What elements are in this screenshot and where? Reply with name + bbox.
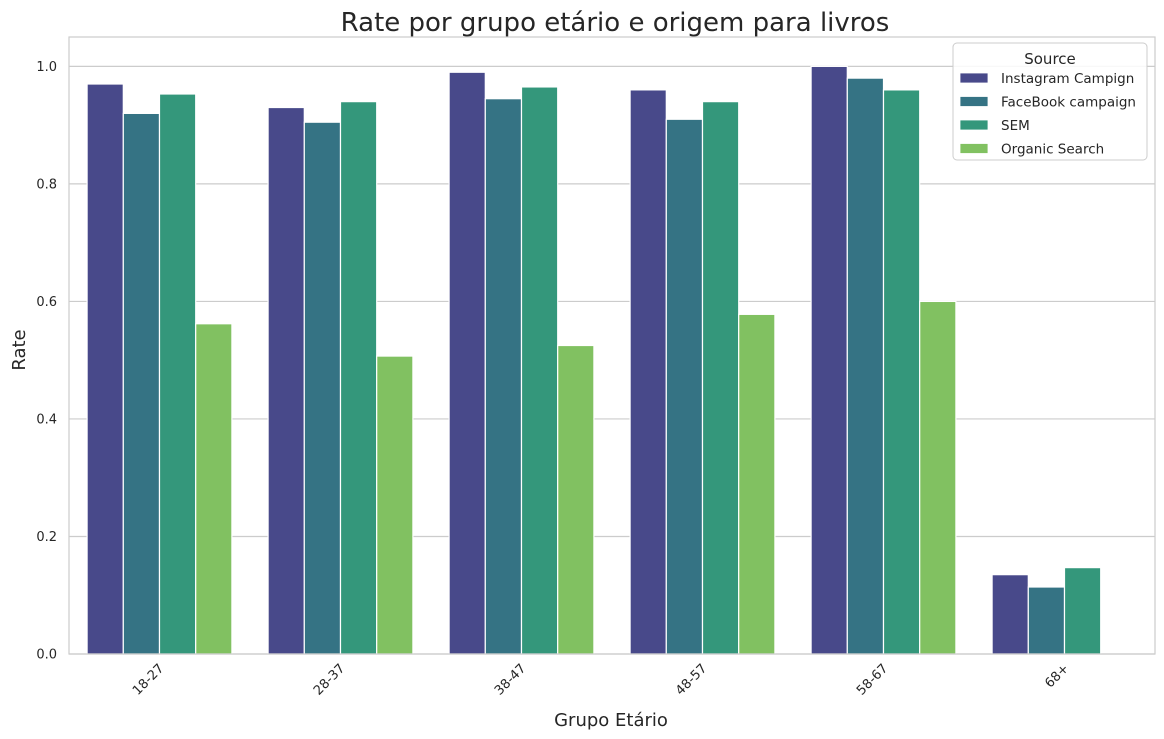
x-tick-label: 18-27 [130,661,167,698]
legend-title: Source [1024,50,1076,68]
bar [484,98,523,655]
chart-title: Rate por grupo etário e origem para livr… [341,8,890,38]
bar [629,89,667,655]
y-tick-labels: 0.0 0.2 0.4 0.6 0.8 1.0 [36,60,57,663]
y-axis-label: Rate [9,329,30,370]
y-tick-label: 0.6 [36,295,57,310]
plot-frame [68,36,1156,655]
x-tick-label: 38-47 [492,661,529,698]
bar [919,300,957,655]
legend-swatch [959,119,989,131]
legend-label: Organic Search [1001,142,1104,158]
x-tick-label: 48-57 [673,661,710,698]
legend-swatch [959,96,989,107]
legend-label: Instagram Campign [1001,71,1134,87]
bar [738,313,776,655]
bar [122,112,161,655]
bar [86,83,124,655]
x-tick-label: 28-37 [311,661,348,698]
bar [810,65,848,655]
legend-label: FaceBook campaign [1001,95,1136,111]
bar [339,101,378,655]
bar [303,121,342,655]
bars [86,65,1102,655]
bar [195,323,233,655]
bar [520,86,559,655]
y-tick-label: 0.0 [36,648,57,663]
legend-box [952,42,1148,161]
legend-swatch [959,143,989,154]
bar [376,355,414,655]
bar [267,106,305,655]
bar [665,118,704,655]
y-tick-label: 0.4 [36,412,57,427]
y-tick-label: 0.8 [36,177,57,192]
x-axis-label: Grupo Etário [554,710,668,731]
bar [1063,567,1102,655]
x-tick-label: 58-67 [854,661,891,698]
bar [846,77,885,655]
legend-swatch [959,72,989,84]
x-tick-label: 68+ [1042,661,1072,691]
bar [991,574,1029,655]
bar [158,93,197,655]
bar [701,101,740,655]
legend-label: SEM [1001,118,1030,134]
x-tick-labels: 18-27 28-37 38-47 48-57 58-67 68+ [130,661,1072,698]
bar [557,344,595,655]
bar [1027,586,1066,655]
y-tick-label: 0.2 [36,530,57,545]
bar [882,89,921,655]
legend: Source Instagram Campign FaceBook campaig… [952,42,1148,161]
bar [448,71,486,655]
y-tick-label: 1.0 [36,60,57,75]
